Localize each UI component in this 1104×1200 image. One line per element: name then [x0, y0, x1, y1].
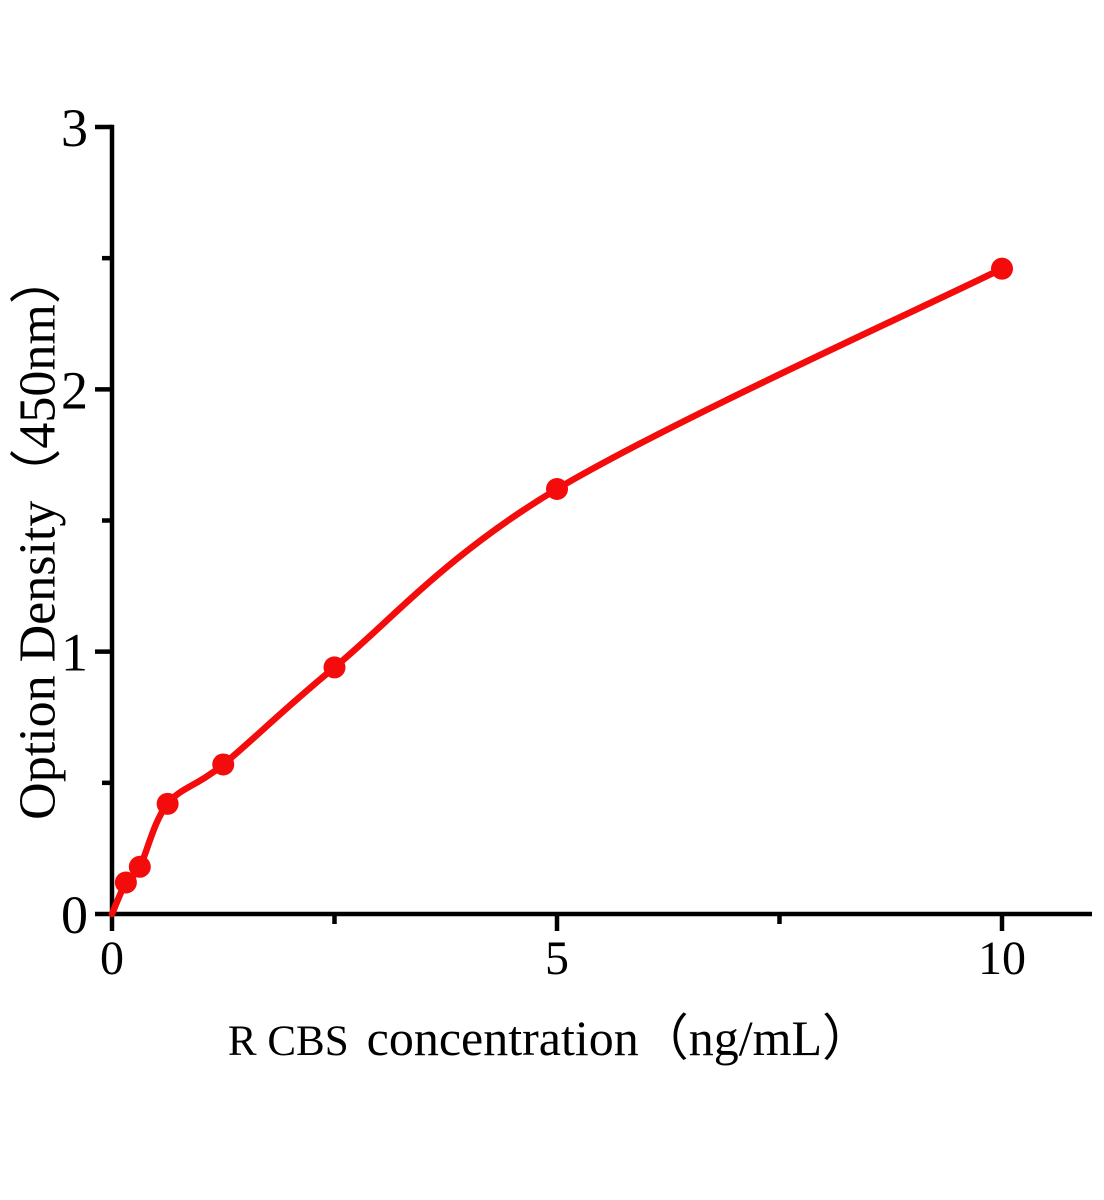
y-tick-label: 1: [61, 623, 88, 683]
data-point: [128, 855, 151, 878]
data-point: [114, 871, 137, 894]
data-point: [991, 257, 1013, 280]
axes-spine: [109, 124, 1092, 917]
fitted-curve: [108, 265, 1006, 918]
data-point: [323, 656, 346, 679]
data-point: [212, 753, 235, 776]
x-axis-title-prefix: R CBS: [227, 1018, 349, 1065]
x-tick-label: 10: [978, 932, 1026, 985]
x-axis-title-main: concentration（ng/mL）: [366, 1010, 873, 1066]
y-axis-title: Option Density（450nm）: [9, 252, 67, 820]
x-tick-label: 5: [545, 932, 569, 985]
y-tick-label: 2: [61, 360, 88, 420]
x-tick-label: 0: [100, 932, 124, 985]
y-tick-label: 3: [61, 98, 88, 158]
data-point: [156, 792, 179, 815]
x-axis-title: R CBS concentration（ng/mL）: [0, 998, 1100, 1070]
y-tick-label: 0: [61, 885, 88, 945]
data-point: [546, 478, 568, 501]
